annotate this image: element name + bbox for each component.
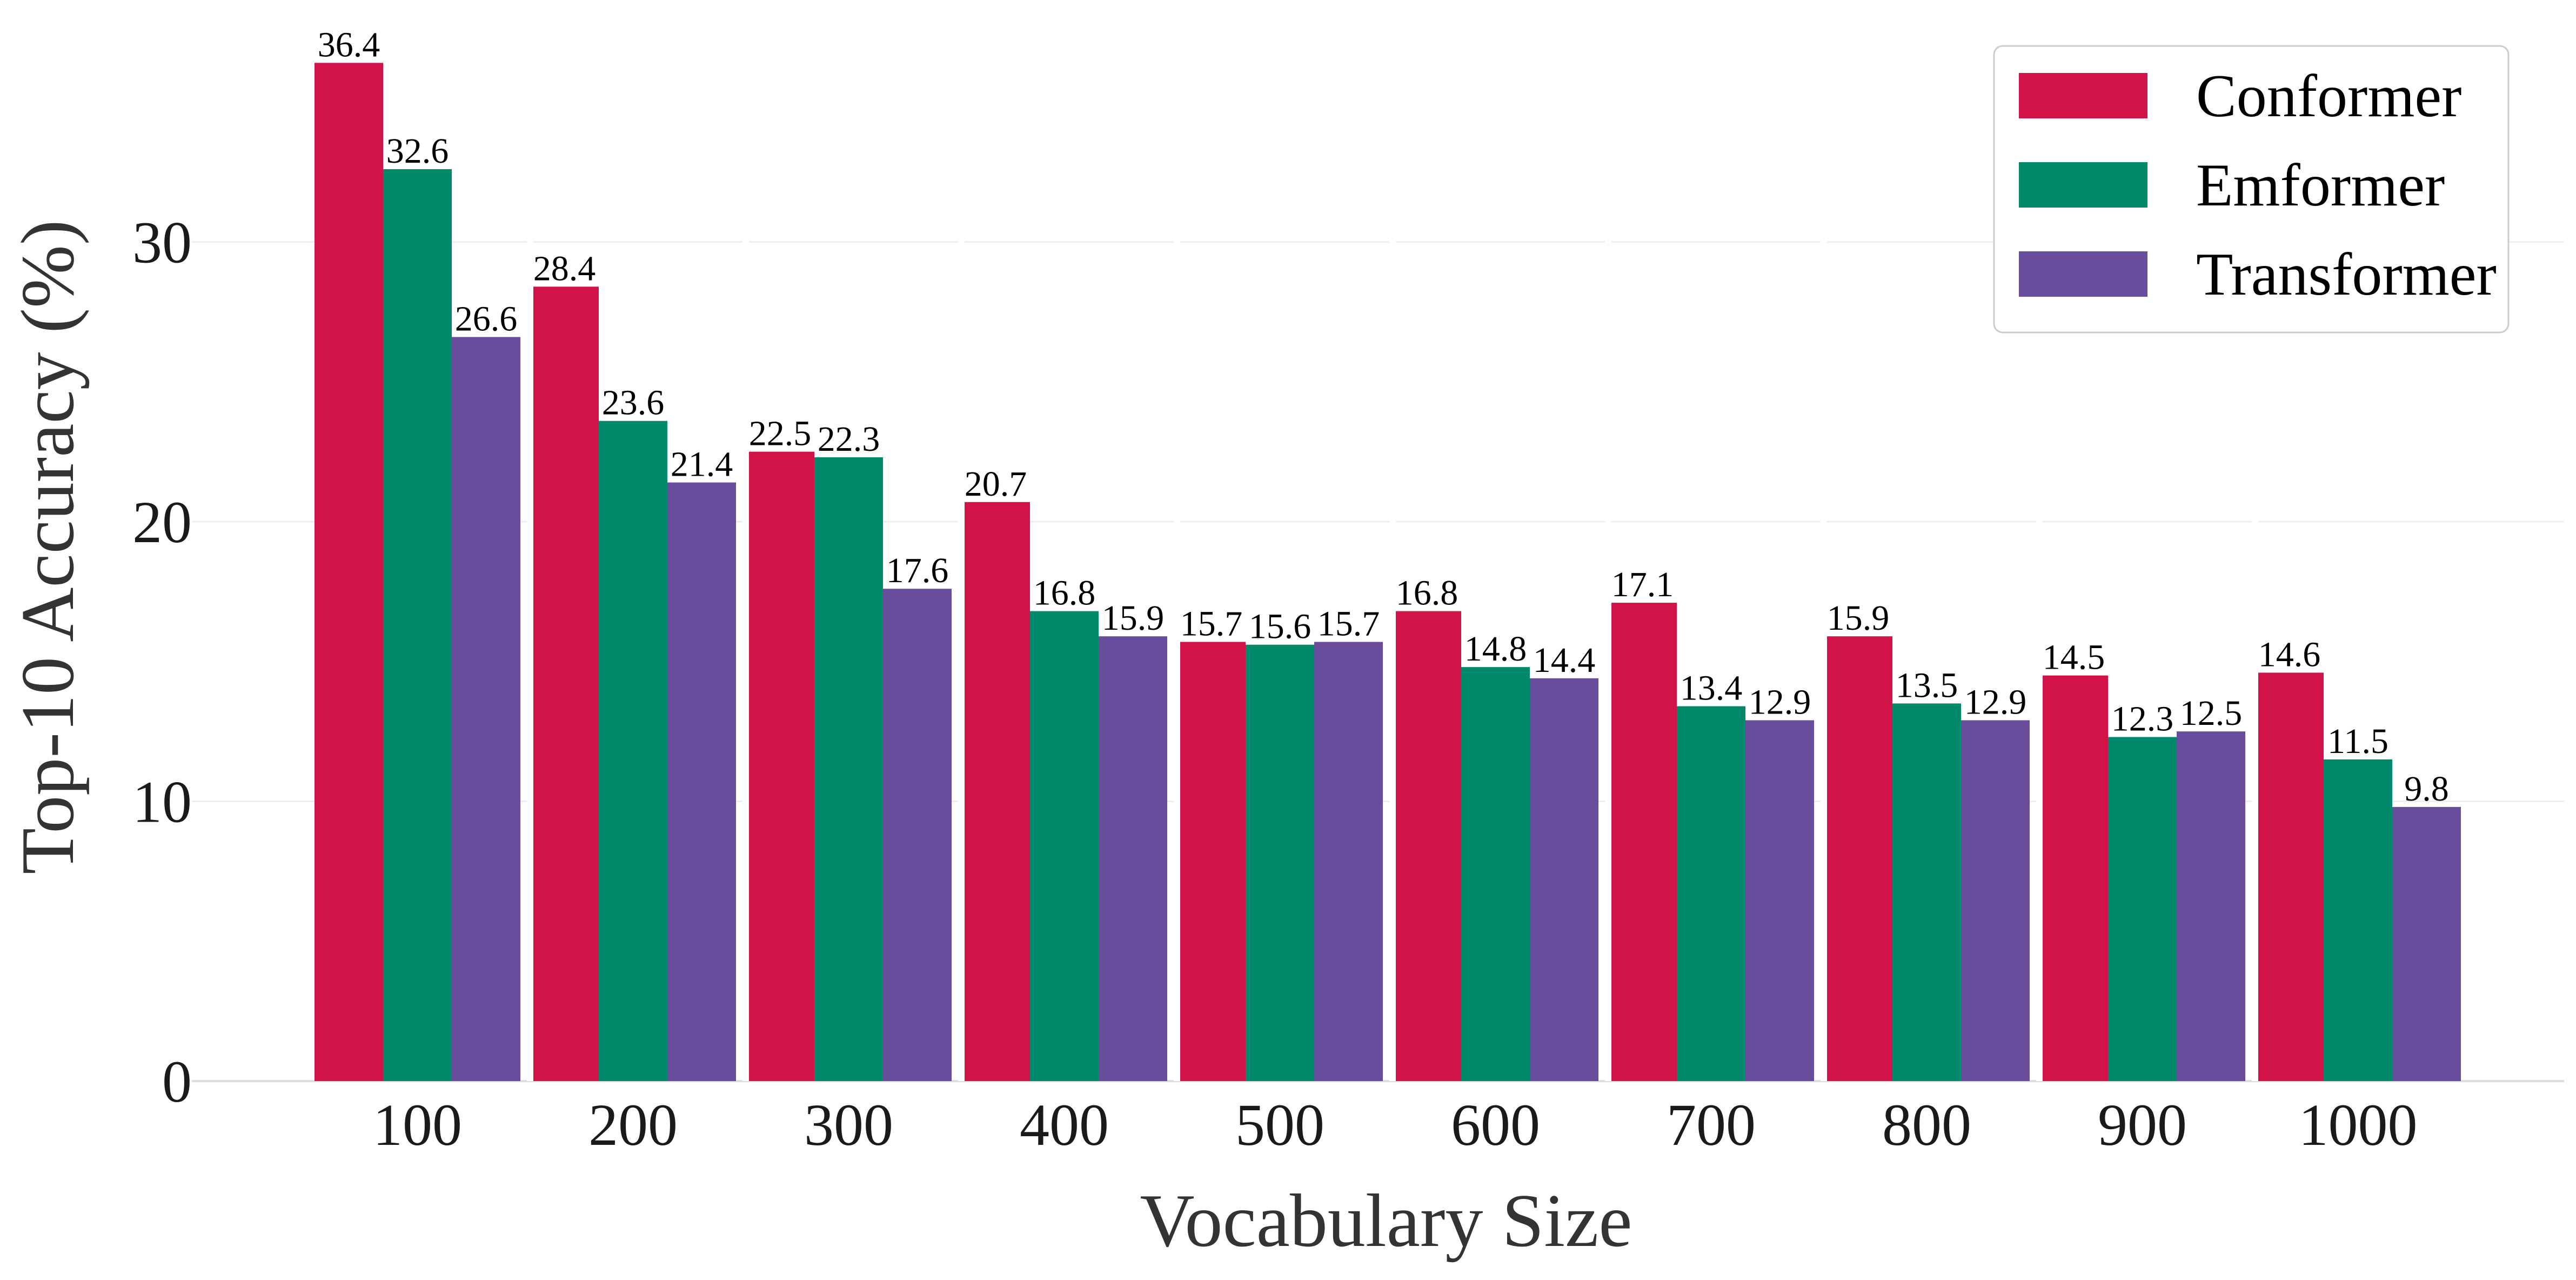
bar-conformer — [961, 502, 1030, 1081]
x-tick-label: 400 — [1020, 1092, 1109, 1158]
data-label: 14.6 — [2258, 635, 2321, 674]
data-label: 12.9 — [1964, 682, 2027, 722]
data-label: 12.3 — [2111, 699, 2174, 738]
data-label: 23.6 — [602, 383, 665, 423]
bar-emformer — [814, 457, 883, 1081]
bar-transformer — [1961, 720, 2030, 1081]
bar-emformer — [599, 421, 667, 1082]
data-label: 16.8 — [1396, 574, 1458, 613]
x-tick-label: 800 — [1882, 1092, 1971, 1158]
data-label: 17.6 — [886, 551, 949, 590]
x-tick-label: 900 — [2098, 1092, 2187, 1158]
data-label: 22.5 — [749, 414, 812, 454]
x-tick-label: 300 — [804, 1092, 893, 1158]
bar-transformer — [1745, 720, 1814, 1081]
bar-conformer — [1177, 642, 1246, 1081]
bar-transformer — [2177, 731, 2245, 1081]
data-label: 13.5 — [1896, 665, 1958, 705]
bar-emformer — [1246, 644, 1314, 1081]
bar-transformer — [667, 482, 736, 1081]
legend-swatch-transformer — [2019, 251, 2147, 297]
data-label: 28.4 — [533, 249, 596, 288]
data-label: 21.4 — [671, 445, 733, 484]
bar-emformer — [1677, 706, 1745, 1081]
legend-swatch-emformer — [2019, 162, 2147, 208]
x-tick-label: 1000 — [2299, 1092, 2418, 1158]
data-label: 32.6 — [386, 131, 449, 171]
group-separator — [1389, 0, 1396, 1081]
bar-emformer — [2108, 737, 2177, 1081]
legend-label-emformer: Emformer — [2196, 152, 2445, 219]
x-tick-label: 600 — [1451, 1092, 1540, 1158]
bar-emformer — [1461, 667, 1530, 1081]
data-label: 15.6 — [1249, 607, 1312, 646]
bar-transformer — [1314, 642, 1383, 1081]
bars — [315, 0, 2461, 1082]
legend-label-transformer: Transformer — [2196, 241, 2497, 308]
bar-transformer — [2392, 806, 2461, 1081]
legend-label-conformer: Conformer — [2196, 63, 2461, 130]
data-label: 20.7 — [965, 464, 1027, 504]
bar-emformer — [383, 169, 452, 1082]
bar-transformer — [1530, 678, 1598, 1081]
legend: Conformer Emformer Transformer — [1993, 45, 2510, 334]
data-label: 13.4 — [1680, 669, 1743, 708]
data-label: 9.8 — [2404, 769, 2449, 809]
data-label: 14.4 — [1533, 641, 1596, 680]
x-tick-label: 700 — [1667, 1092, 1756, 1158]
x-tick-label: 500 — [1235, 1092, 1324, 1158]
bar-conformer — [315, 63, 383, 1081]
bar-emformer — [1892, 703, 1961, 1081]
data-label: 14.5 — [2043, 638, 2105, 677]
data-label: 36.4 — [318, 25, 380, 64]
group-separator — [527, 0, 533, 1081]
data-label: 17.1 — [1611, 565, 1674, 604]
bar-conformer — [1824, 636, 1892, 1081]
data-label: 11.5 — [2327, 722, 2388, 761]
data-label: 22.3 — [818, 419, 880, 459]
group-separator — [1605, 0, 1611, 1081]
data-label: 14.8 — [1464, 629, 1527, 669]
bar-conformer — [1393, 611, 1461, 1081]
x-tick-label: 100 — [373, 1092, 462, 1158]
y-tick-label: 0 — [162, 1049, 192, 1115]
data-labels: 36.4 32.6 26.6 28.4 23.621.4 22.5 22.3 17.6 20.7… — [318, 25, 2449, 809]
bar-conformer — [1608, 603, 1677, 1081]
bar-emformer — [2324, 759, 2392, 1081]
bar-conformer — [2255, 672, 2324, 1081]
legend-swatch-conformer — [2019, 73, 2147, 118]
bar-conformer — [746, 451, 814, 1081]
data-label: 12.5 — [2180, 694, 2243, 733]
group-separator — [742, 0, 749, 1081]
data-label: 15.9 — [1102, 598, 1165, 638]
y-axis-title: Top-10 Accuracy (%) — [6, 220, 90, 875]
bar-conformer — [2039, 675, 2108, 1081]
bar-conformer — [530, 286, 599, 1081]
data-label: 12.9 — [1749, 682, 1811, 722]
data-label: 15.7 — [1180, 604, 1243, 644]
y-tick-label: 20 — [132, 489, 192, 555]
group-separator — [1174, 0, 1180, 1081]
y-tick-label: 30 — [132, 210, 192, 276]
bar-emformer — [1030, 611, 1099, 1081]
bar-transformer — [452, 337, 520, 1082]
data-label: 16.8 — [1033, 574, 1096, 613]
data-label: 15.7 — [1317, 604, 1380, 644]
x-axis-title: Vocabulary Size — [1140, 1179, 1632, 1263]
y-tick-label: 10 — [132, 769, 192, 835]
group-separator — [1821, 0, 1827, 1081]
bar-transformer — [1099, 636, 1167, 1081]
group-separator — [958, 0, 965, 1081]
data-label: 26.6 — [455, 299, 518, 338]
bar-transformer — [883, 589, 952, 1081]
axes: 0 10 20 30 100 200 300 400 500 600 700 800 900 1000 — [132, 210, 2418, 1158]
data-label: 15.9 — [1827, 598, 1890, 638]
x-tick-label: 200 — [588, 1092, 678, 1158]
